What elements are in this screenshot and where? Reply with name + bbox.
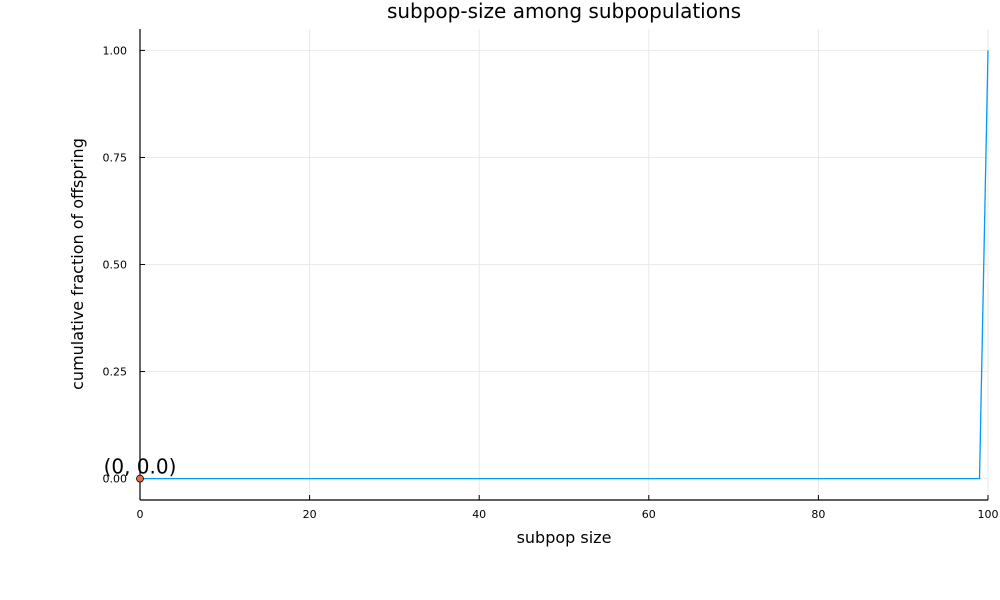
- series-line: [140, 50, 989, 480]
- grid: [139, 29, 989, 500]
- chart-title: subpop-size among subpopulations: [387, 0, 741, 23]
- y-tick-label: 1.00: [103, 44, 128, 57]
- y-tick-label: 0.50: [103, 259, 128, 272]
- y-tick-label: 0.75: [103, 151, 128, 164]
- annotations-group: (0, 0.0): [104, 455, 177, 479]
- x-tick-label: 40: [472, 508, 486, 521]
- x-tick-label: 60: [642, 508, 656, 521]
- x-axis-label: subpop size: [517, 528, 612, 547]
- x-tick-label: 100: [978, 508, 999, 521]
- point-annotation: (0, 0.0): [104, 455, 177, 479]
- x-tick-label: 20: [303, 508, 317, 521]
- x-ticks: 0 20 40 60 80 100: [137, 495, 999, 521]
- y-axis-label: cumulative fraction of offspring: [68, 138, 87, 390]
- data-point: [136, 474, 144, 483]
- series-group: [140, 50, 989, 480]
- points-group: [136, 474, 144, 483]
- y-tick-label: 0.25: [103, 366, 128, 379]
- x-tick-label: 80: [811, 508, 825, 521]
- y-tick-label: 0.00: [103, 473, 128, 486]
- x-tick-label: 0: [137, 508, 144, 521]
- y-ticks: 0.00 0.25 0.50 0.75 1.00: [103, 44, 145, 486]
